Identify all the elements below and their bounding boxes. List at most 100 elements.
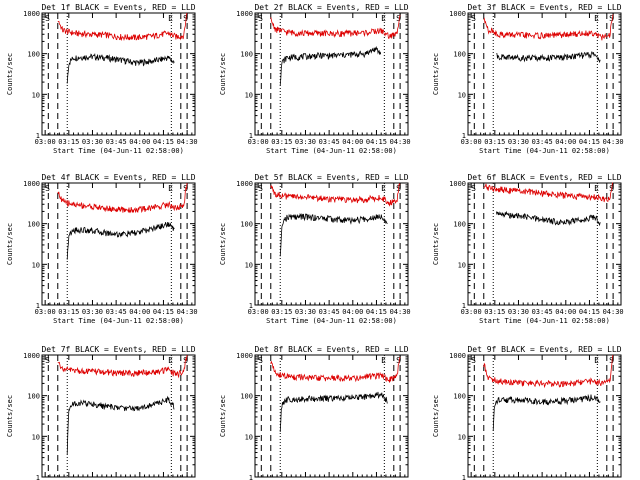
start-marker: S	[258, 14, 263, 23]
start-marker: S	[45, 356, 50, 365]
lld-series-line	[57, 12, 188, 42]
plot-frame	[41, 182, 196, 306]
y-tick-label: 100	[240, 51, 253, 59]
y-tick-label: 100	[240, 393, 253, 401]
y-axis-label: Counts/sec	[6, 395, 14, 437]
y-tick-label: 1	[462, 474, 466, 480]
panel-title: Det 9f BLACK = Events, RED = LLD	[467, 345, 621, 354]
x-tick-label: 04:15	[153, 138, 174, 146]
panel-7: Det 7f BLACK = Events, RED = LLD 1 10 100 10…	[6, 345, 196, 480]
panel-title: Det 1f BLACK = Events, RED = LLD	[41, 3, 195, 12]
y-axis-label: Counts/sec	[432, 223, 440, 265]
x-axis-label: Start Time (04-Jun-11 02:58:00)	[479, 317, 610, 325]
y-tick-label: 1	[249, 132, 253, 140]
end-marker: E	[168, 184, 173, 193]
lld-series-line	[270, 183, 401, 207]
x-tick-label: 03:00	[461, 308, 482, 316]
start-marker: S	[471, 184, 476, 193]
y-axis-label: Counts/sec	[432, 395, 440, 437]
lld-series-line	[57, 354, 188, 379]
x-tick-label: 03:15	[271, 308, 292, 316]
y-tick-label: 10	[245, 433, 253, 441]
y-tick-label: 10	[32, 261, 40, 269]
x-axis-label: Start Time (04-Jun-11 02:58:00)	[479, 147, 610, 155]
y-tick-label: 10	[458, 91, 466, 99]
panel-title: Det 4f BLACK = Events, RED = LLD	[41, 173, 195, 182]
x-tick-label: 03:00	[248, 308, 269, 316]
x-tick-label: 03:45	[319, 308, 340, 316]
plot-frame	[467, 12, 622, 136]
x-axis-label: Start Time (04-Jun-11 02:58:00)	[266, 147, 397, 155]
y-tick-label: 100	[453, 51, 466, 59]
events-series-line	[492, 393, 601, 431]
y-tick-label: 1	[36, 474, 40, 480]
x-tick-label: 04:30	[603, 308, 624, 316]
plot-frame	[467, 354, 622, 478]
lld-series-line	[483, 182, 613, 203]
y-tick-label: 1000	[236, 10, 253, 18]
y-tick-label: 1	[249, 302, 253, 310]
start-marker-2: S	[396, 14, 401, 23]
y-tick-label: 100	[453, 393, 466, 401]
lld-series-line	[57, 182, 188, 214]
panel-1: Det 1f BLACK = Events, RED = LLD 1 10 100 10…	[6, 3, 198, 155]
y-tick-label: 1000	[236, 180, 253, 188]
x-tick-label: 03:00	[248, 138, 269, 146]
panel-6: Det 6f BLACK = Events, RED = LLD 1 10 100 10…	[432, 173, 624, 325]
x-tick-label: 03:15	[484, 138, 505, 146]
y-tick-label: 1	[249, 474, 253, 480]
start-marker-2: S	[396, 356, 401, 365]
panel-9: Det 9f BLACK = Events, RED = LLD 1 10 100 10…	[432, 345, 622, 480]
start-marker-2: S	[609, 356, 614, 365]
x-tick-label: 04:15	[579, 308, 600, 316]
y-tick-label: 10	[32, 91, 40, 99]
lld-series-line	[270, 15, 401, 40]
y-tick-label: 100	[240, 221, 253, 229]
x-tick-label: 03:15	[58, 138, 79, 146]
x-tick-label: 04:00	[342, 308, 363, 316]
plot-frame	[254, 354, 409, 478]
end-marker: E	[594, 356, 599, 365]
y-tick-label: 1000	[23, 352, 40, 360]
panel-4: Det 4f BLACK = Events, RED = LLD 1 10 100 10…	[6, 173, 198, 325]
plot-frame	[467, 182, 622, 306]
x-tick-label: 04:30	[390, 308, 411, 316]
panel-8: Det 8f BLACK = Events, RED = LLD 1 10 100 10…	[219, 345, 409, 480]
y-tick-label: 1	[462, 302, 466, 310]
x-tick-label: 03:15	[271, 138, 292, 146]
x-tick-label: 03:45	[106, 138, 127, 146]
x-tick-label: 03:30	[295, 138, 316, 146]
x-tick-label: 03:00	[35, 138, 56, 146]
x-tick-label: 03:30	[508, 308, 529, 316]
x-tick-label: 03:30	[82, 308, 103, 316]
plot-frame	[254, 182, 409, 306]
panel-3: Det 3f BLACK = Events, RED = LLD 1 10 100 10…	[432, 3, 624, 155]
y-tick-label: 1000	[449, 352, 466, 360]
start-marker: S	[45, 14, 50, 23]
y-tick-label: 1	[36, 302, 40, 310]
events-series-line	[496, 210, 601, 227]
y-axis-label: Counts/sec	[219, 223, 227, 265]
x-tick-label: 04:30	[390, 138, 411, 146]
y-tick-label: 10	[458, 433, 466, 441]
x-tick-label: 03:00	[35, 308, 56, 316]
x-tick-label: 03:45	[319, 138, 340, 146]
y-tick-label: 10	[32, 433, 40, 441]
events-series-line	[496, 51, 601, 64]
start-marker: S	[258, 356, 263, 365]
y-axis-label: Counts/sec	[219, 395, 227, 437]
x-tick-label: 03:30	[82, 138, 103, 146]
panel-title: Det 8f BLACK = Events, RED = LLD	[254, 345, 408, 354]
plot-frame	[41, 354, 196, 478]
panel-5: Det 5f BLACK = Events, RED = LLD 1 10 100 10…	[219, 173, 411, 325]
y-axis-label: Counts/sec	[6, 223, 14, 265]
x-tick-label: 04:00	[342, 138, 363, 146]
x-tick-label: 03:15	[484, 308, 505, 316]
lld-series-line	[483, 354, 614, 389]
panel-title: Det 7f BLACK = Events, RED = LLD	[41, 345, 195, 354]
y-tick-label: 1000	[23, 10, 40, 18]
x-tick-label: 04:00	[129, 308, 150, 316]
panel-title: Det 6f BLACK = Events, RED = LLD	[467, 173, 621, 182]
panel-title: Det 5f BLACK = Events, RED = LLD	[254, 173, 408, 182]
x-tick-label: 03:30	[508, 138, 529, 146]
